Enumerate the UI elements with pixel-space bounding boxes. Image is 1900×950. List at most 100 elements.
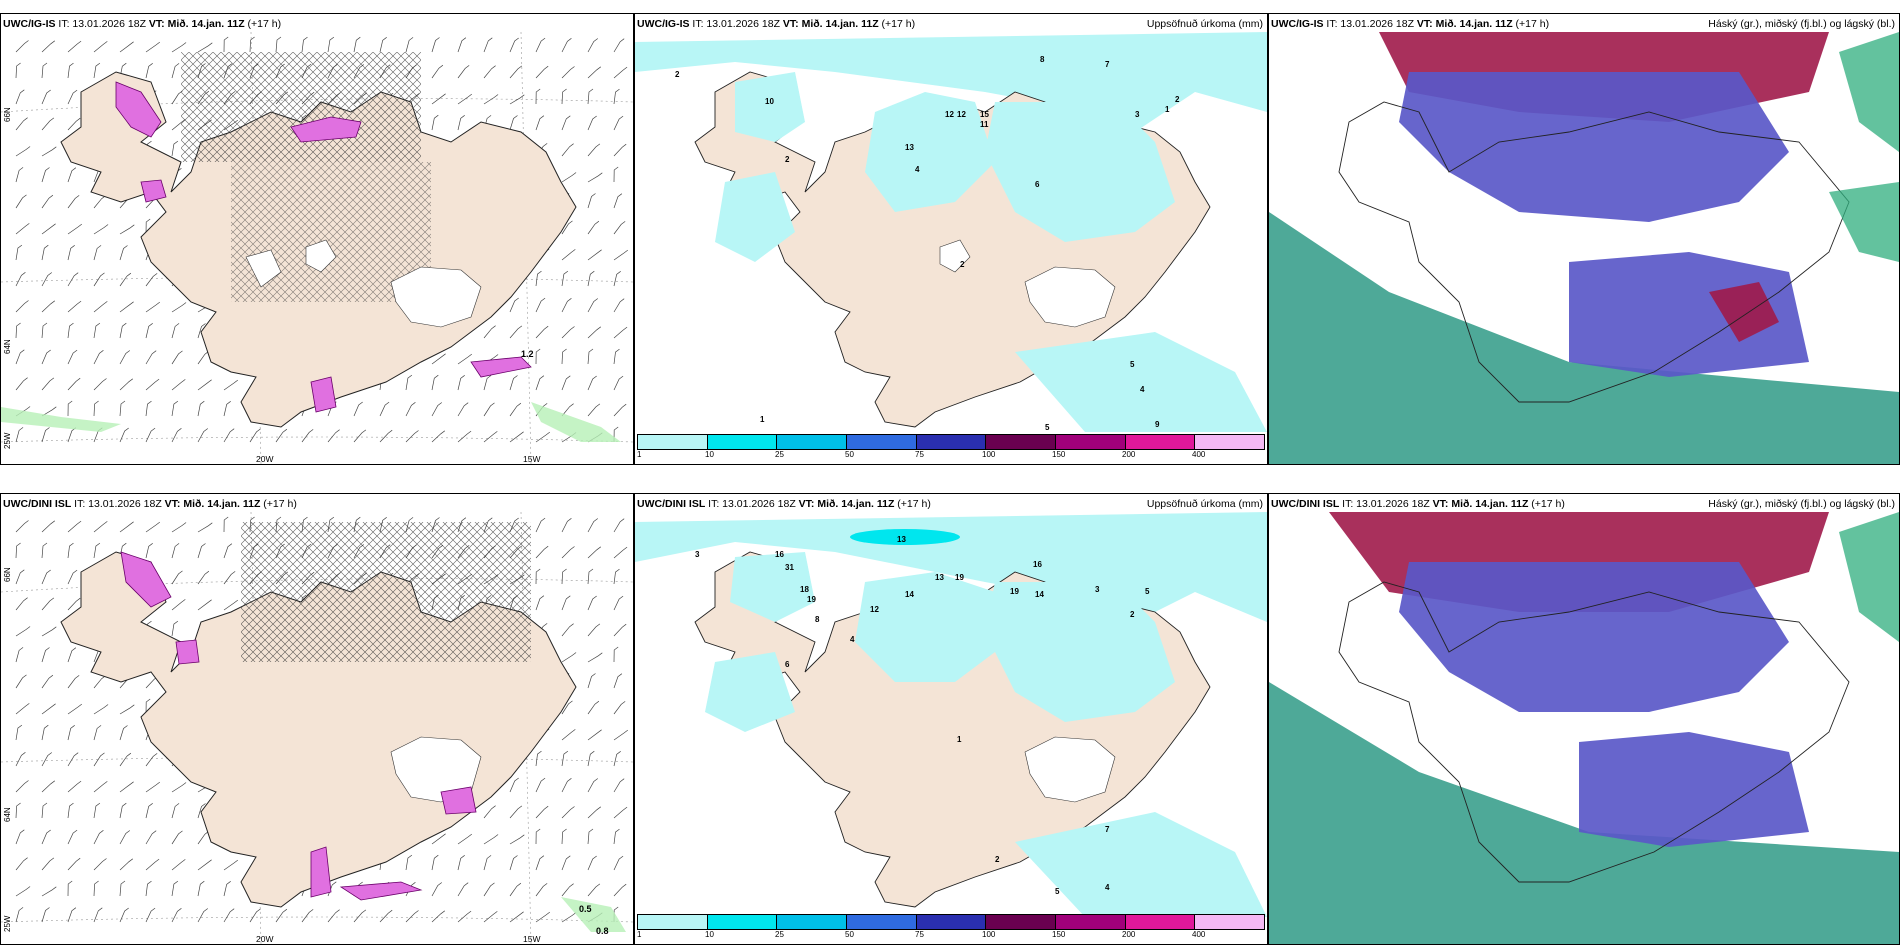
wind-barb	[561, 270, 569, 287]
svg-text:3: 3	[1135, 110, 1140, 119]
wind-barb	[145, 521, 161, 533]
wind-barb	[457, 855, 465, 871]
wind-barb	[535, 325, 549, 339]
svg-text:4: 4	[850, 635, 855, 644]
wind-barb	[561, 298, 572, 313]
wind-barb	[67, 62, 74, 79]
wind-barb	[171, 90, 183, 105]
wind-barb	[67, 322, 74, 339]
wind-barb	[405, 854, 413, 871]
wind-barb	[41, 244, 49, 261]
wind-barb	[145, 907, 156, 923]
wind-barb	[535, 855, 545, 871]
wind-barb	[587, 220, 600, 235]
wind-barb	[93, 675, 106, 689]
wind-barb	[535, 297, 546, 313]
wind-barb	[41, 647, 50, 663]
svg-text:2: 2	[785, 155, 790, 164]
wind-barb	[327, 909, 340, 923]
wind-barb	[561, 595, 571, 611]
svg-text:5: 5	[1055, 887, 1060, 896]
wind-barb	[561, 750, 569, 767]
wind-barb	[223, 881, 231, 897]
wind-barb	[223, 428, 235, 443]
wind-barb	[41, 349, 51, 365]
wind-barb	[535, 750, 542, 767]
wind-barb	[431, 353, 446, 365]
wind-barb	[197, 570, 210, 585]
panel-header: UWC/DINI ISL IT: 13.01.2026 18Z VT: Mið.…	[1271, 498, 1565, 510]
wind-barb	[431, 882, 443, 897]
svg-text:9: 9	[1155, 420, 1160, 429]
wind-barb	[41, 907, 50, 923]
wind-barb	[145, 323, 153, 339]
wind-barb	[41, 520, 56, 533]
svg-text:3: 3	[1095, 585, 1100, 594]
wind-barb	[67, 377, 81, 391]
wind-barb	[535, 270, 542, 287]
wind-barb	[119, 350, 131, 365]
cbar-bin-9	[1195, 435, 1265, 449]
wind-barb	[15, 272, 26, 287]
wind-barb	[41, 857, 55, 871]
wind-barb	[431, 93, 446, 105]
wind-barb	[561, 700, 573, 715]
wind-barb	[41, 752, 53, 767]
wind-barb	[561, 778, 572, 793]
wind-barb	[15, 647, 24, 663]
wind-barb	[93, 880, 99, 897]
svg-text:19: 19	[807, 595, 816, 604]
wind-barb	[535, 431, 551, 443]
wind-barb	[41, 40, 56, 53]
panel-top-left-wind-snow: UWC/IG-IS IT: 13.01.2026 18Z VT: Mið. 14…	[0, 13, 634, 465]
wind-barb	[509, 882, 522, 897]
wind-barb	[197, 42, 213, 53]
wind-barb	[535, 517, 546, 533]
svg-text:6: 6	[1035, 180, 1040, 189]
wind-barb	[41, 829, 51, 845]
wind-barb	[249, 908, 261, 923]
svg-text:5: 5	[1130, 360, 1135, 369]
panel-header: UWC/IG-IS IT: 13.01.2026 18Z VT: Mið. 14…	[1271, 18, 1550, 30]
wind-barb	[145, 880, 152, 897]
wind-barb	[587, 348, 594, 365]
wind-barb	[223, 908, 235, 923]
wind-barb	[15, 300, 29, 313]
wind-barb	[561, 652, 577, 663]
cloud-high-patch	[1709, 282, 1779, 342]
wind-barb	[41, 703, 56, 715]
map-wind-snow: 1.2	[1, 32, 633, 464]
wind-barb	[561, 883, 574, 897]
wind-barb	[171, 543, 180, 559]
cloud-mid-south	[1579, 732, 1809, 847]
svg-text:12: 12	[870, 605, 879, 614]
precip-green	[561, 897, 626, 932]
wind-barb	[457, 375, 465, 391]
wind-barb	[145, 698, 151, 715]
wind-barb	[119, 378, 134, 391]
snow-areas	[120, 551, 477, 901]
wind-barb	[223, 516, 229, 533]
wind-barb	[587, 568, 594, 585]
wind-barb	[145, 41, 161, 53]
precip-band	[850, 529, 960, 545]
svg-text:18: 18	[800, 585, 809, 594]
glacier-vatnajokull	[1024, 736, 1116, 803]
wind-barb	[119, 272, 132, 287]
wind-barb	[41, 194, 54, 209]
wind-barb	[67, 117, 81, 131]
wind-barb	[405, 430, 419, 443]
colorbar	[637, 434, 1265, 450]
wind-barb	[561, 623, 574, 637]
cbar-bin-4	[847, 915, 917, 929]
lon-label-25w-edge: 25W	[3, 915, 12, 932]
svg-text:11: 11	[980, 120, 989, 129]
cloud-mid	[1399, 562, 1789, 712]
wind-barb	[535, 805, 549, 819]
wind-barb	[171, 859, 186, 871]
svg-text:8: 8	[815, 615, 820, 624]
precip-areas	[715, 72, 1267, 432]
wind-barb	[145, 63, 153, 79]
wind-barb	[145, 273, 158, 287]
svg-text:1: 1	[760, 415, 765, 424]
